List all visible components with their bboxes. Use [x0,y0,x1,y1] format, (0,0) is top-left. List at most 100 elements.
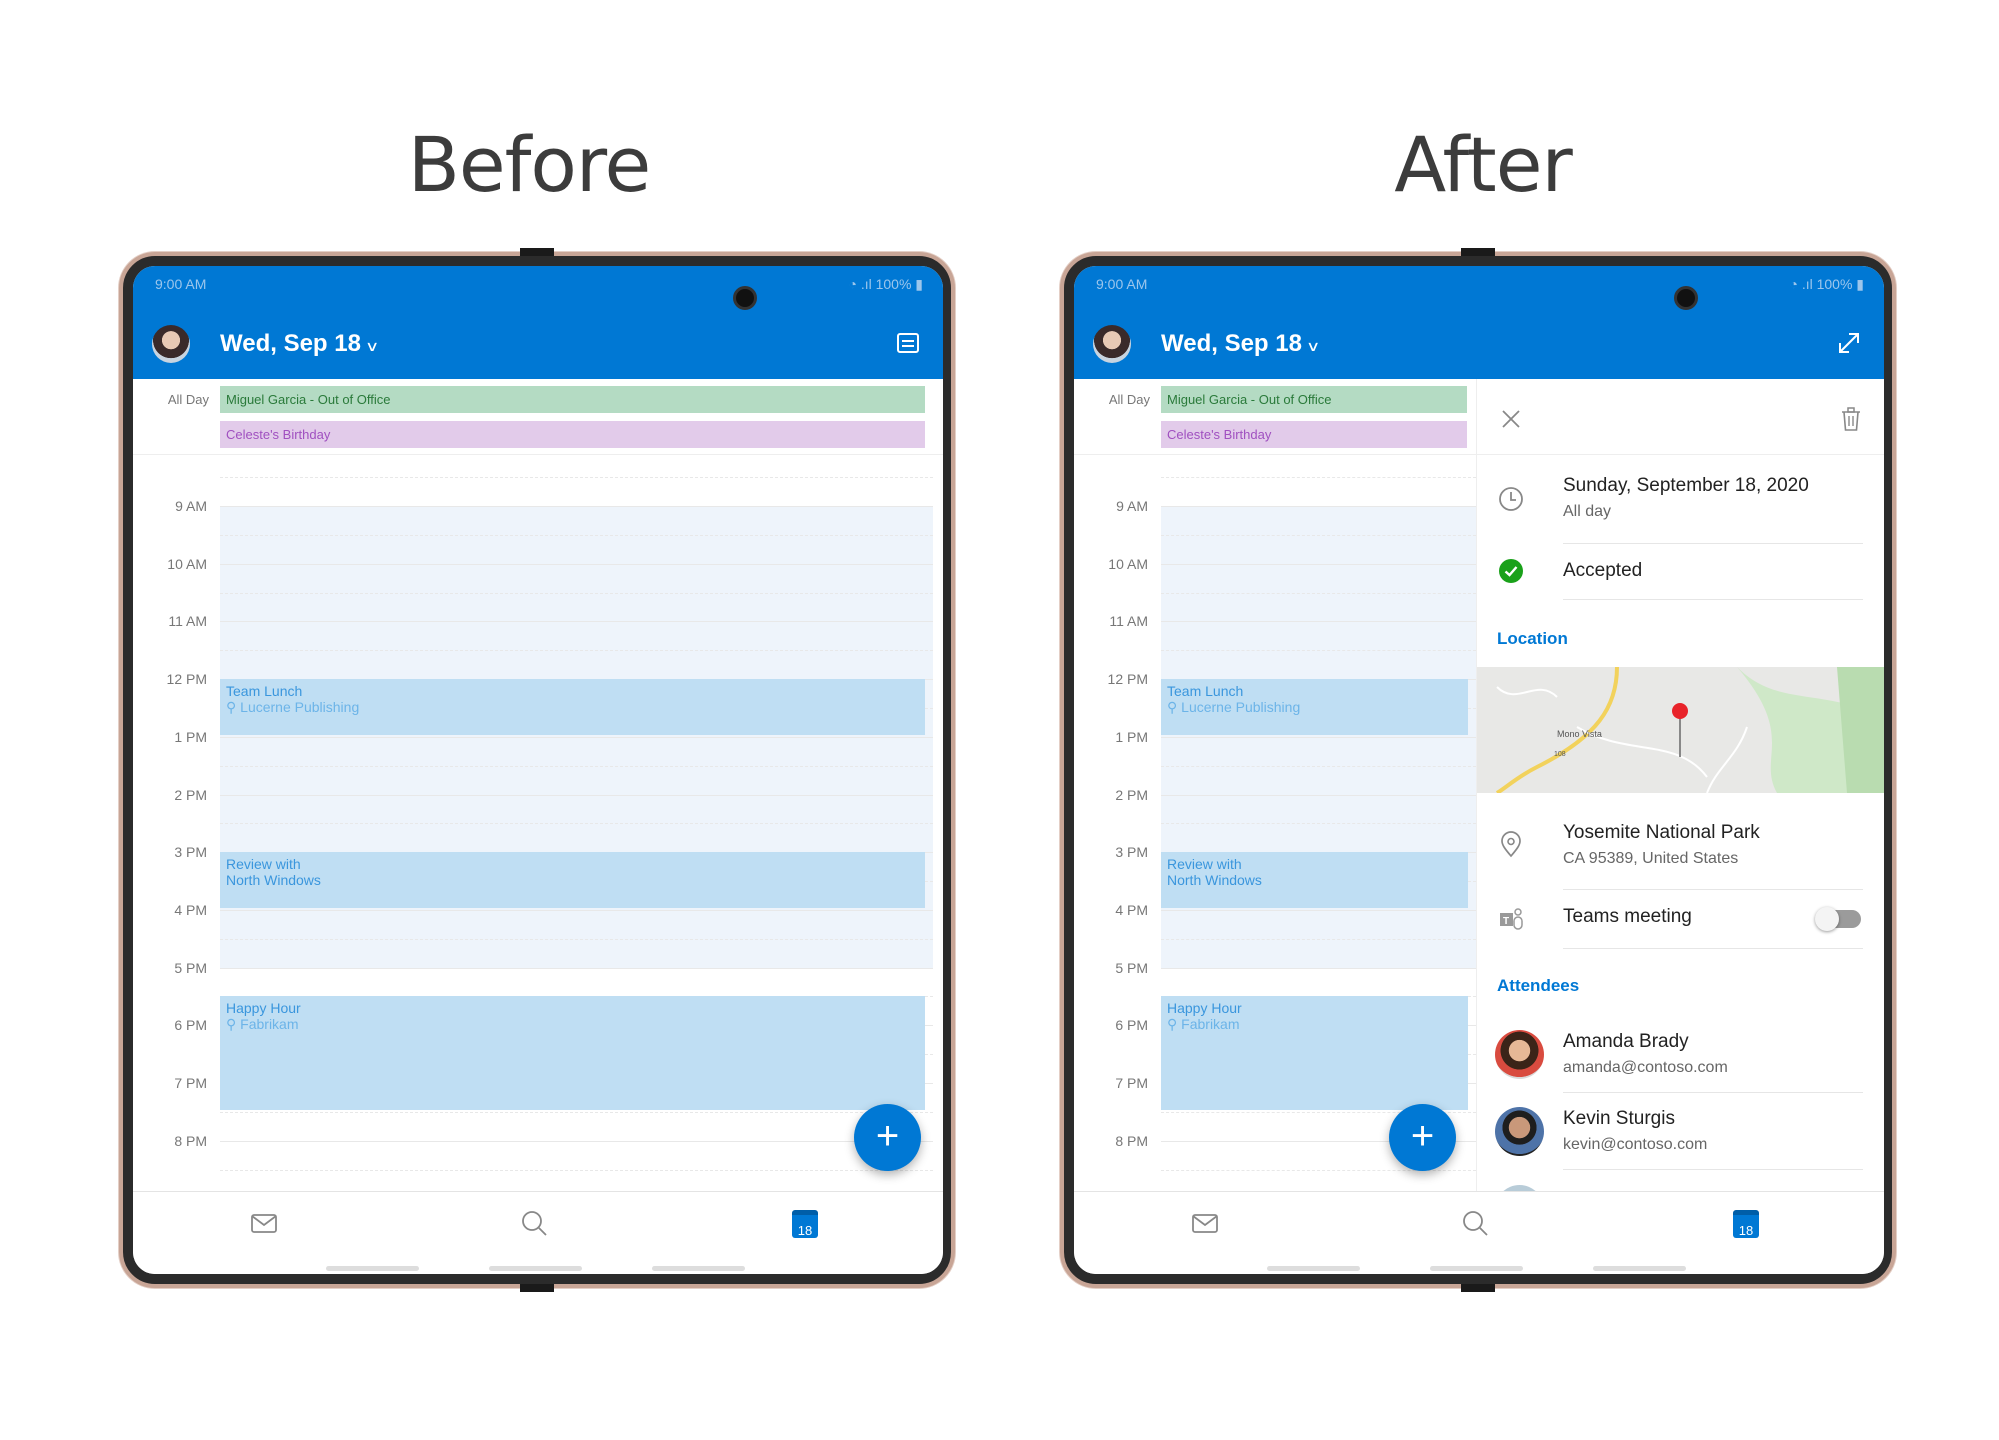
agenda-view-icon[interactable] [895,330,921,356]
clock-icon [1499,487,1523,511]
grid-line [1161,621,1476,623]
teams-icon: T [1500,908,1523,930]
before-screen: 9:00 AM ◔ .ıl 100% ▮ Wed, Sep 18 ∨ All Da… [133,266,943,1274]
hour-label: 3 PM [174,844,207,861]
after-screen: 9:00 AM ◔ .ıl 100% ▮ Wed, Sep 18 ∨ All Da… [1074,266,1884,1274]
event-location: ⚲ Fabrikam [1167,1016,1462,1032]
svg-text:T: T [1503,916,1509,927]
event-location: ⚲ Fabrikam [226,1016,919,1032]
location-pin-icon: ⚲ [1167,699,1182,716]
expand-icon[interactable] [1836,330,1862,356]
grid-line [1161,823,1476,825]
event-title: Happy Hour [1167,1000,1242,1017]
response-status[interactable]: Accepted [1563,560,1643,581]
event-title: Team Lunch [1167,683,1244,700]
calendar-tab[interactable]: 18 [792,1210,818,1238]
calendar-event[interactable]: Team Lunch ⚲ Lucerne Publishing [1161,679,1468,735]
mail-icon[interactable] [1190,1208,1220,1238]
grid-line [1161,765,1476,767]
chevron-down-icon: ∨ [1305,338,1321,354]
hour-label: 9 AM [1116,498,1148,514]
hour-label: 6 PM [1115,1017,1148,1034]
bottom-nav: 18 [1074,1191,1884,1274]
all-day-event-birthday[interactable]: Celeste's Birthday [220,421,925,448]
header-title: Wed, Sep 18 [1161,330,1302,357]
hour-label: 2 PM [174,786,207,803]
grid-line [1161,477,1476,479]
grid-line [220,765,933,767]
attendee-email: amanda@contoso.com [1563,1059,1728,1076]
hour-label: 11 AM [1109,613,1148,630]
location-map[interactable]: Mono Vista 108 [1477,667,1884,793]
close-icon[interactable] [1497,405,1525,433]
trash-icon[interactable] [1837,405,1865,433]
grid-line [1161,1169,1476,1171]
search-icon[interactable] [1460,1208,1490,1238]
battery-level: 100% [1816,276,1853,292]
before-device: 9:00 AM ◔ .ıl 100% ▮ Wed, Sep 18 ∨ All Da… [119,248,955,1292]
event-location: ⚲ Lucerne Publishing [1167,699,1462,715]
date-picker[interactable]: Wed, Sep 18 ∨ [220,330,379,358]
location-address: CA 95389, United States [1563,850,1739,867]
mail-icon[interactable] [249,1208,279,1238]
grid-line [1161,909,1476,911]
hour-label: 10 AM [1108,555,1148,572]
grid-line [1161,534,1476,536]
location-pin-icon: ⚲ [226,699,241,716]
hour-label: 10 AM [167,555,207,572]
hour-label: 4 PM [174,901,207,918]
teams-meeting-toggle[interactable] [1815,907,1861,931]
hour-label: 5 PM [174,959,207,976]
grid-line [1161,794,1476,796]
grid-line [220,534,933,536]
search-icon[interactable] [519,1208,549,1238]
all-day-label: All Day [167,392,209,407]
attendee-avatar [1495,1030,1544,1079]
grid-line [220,1169,933,1171]
teams-meeting-label: Teams meeting [1563,906,1692,927]
hour-label: 8 PM [174,1132,207,1149]
before-heading: Before [407,120,651,209]
new-event-button[interactable]: + [854,1104,921,1171]
event-location-text: Lucerne Publishing [1181,699,1301,716]
grid-line [220,506,933,507]
all-day-event-ooo[interactable]: Miguel Garcia - Out of Office [1161,386,1467,413]
day-grid[interactable]: 9 AM 10 AM 11 AM 12 PM 1 PM 2 PM 3 PM 4 PM 5 PM 6… [1074,454,1476,1191]
profile-avatar[interactable] [1093,325,1131,363]
attendee-avatar [1495,1185,1544,1191]
grid-line [220,823,933,825]
hour-label: 2 PM [1115,786,1148,803]
after-heading: After [1394,120,1573,209]
calendar-event[interactable]: Happy Hour ⚲ Fabrikam [220,996,925,1110]
hour-label: 3 PM [1115,844,1148,861]
hour-label: 8 PM [1115,1132,1148,1149]
location-pin-icon: ⚲ [1167,1016,1182,1033]
all-day-event-birthday[interactable]: Celeste's Birthday [1161,421,1467,448]
grid-line [220,477,933,479]
calendar-event[interactable]: Team Lunch ⚲ Lucerne Publishing [220,679,925,735]
new-event-button[interactable]: + [1389,1104,1456,1171]
event-title: Review with North Windows [226,856,321,889]
all-day-event-ooo[interactable]: Miguel Garcia - Out of Office [220,386,925,413]
attendee-email: kevin@contoso.com [1563,1136,1708,1153]
calendar-event[interactable]: Review with North Windows [220,852,925,908]
hour-label: 4 PM [1115,901,1148,918]
calendar-tab[interactable]: 18 [1733,1210,1759,1238]
date-picker[interactable]: Wed, Sep 18 ∨ [1161,330,1321,358]
grid-line [220,909,933,911]
app-header: 9:00 AM ◔ .ıl 100% ▮ Wed, Sep 18 ∨ [133,266,943,379]
day-grid[interactable]: 9 AM 10 AM 11 AM 12 PM 1 PM 2 PM 3 PM 4 PM 5 PM 6… [133,454,943,1191]
attendee-name: Amanda Brady [1563,1031,1689,1052]
location-pin-icon: ⚲ [226,1016,241,1033]
location-pin-icon [1501,831,1521,858]
calendar-event[interactable]: Review with North Windows [1161,852,1468,908]
accepted-check-icon [1499,559,1523,583]
profile-avatar[interactable] [152,325,190,363]
event-title: Team Lunch [226,683,303,700]
hour-label: 7 PM [1115,1075,1148,1091]
event-location: ⚲ Lucerne Publishing [226,699,919,715]
calendar-event[interactable]: Happy Hour ⚲ Fabrikam [1161,996,1468,1110]
grid-line [1161,967,1476,969]
location-name[interactable]: Yosemite National Park [1563,822,1760,843]
grid-line [1161,1111,1476,1113]
